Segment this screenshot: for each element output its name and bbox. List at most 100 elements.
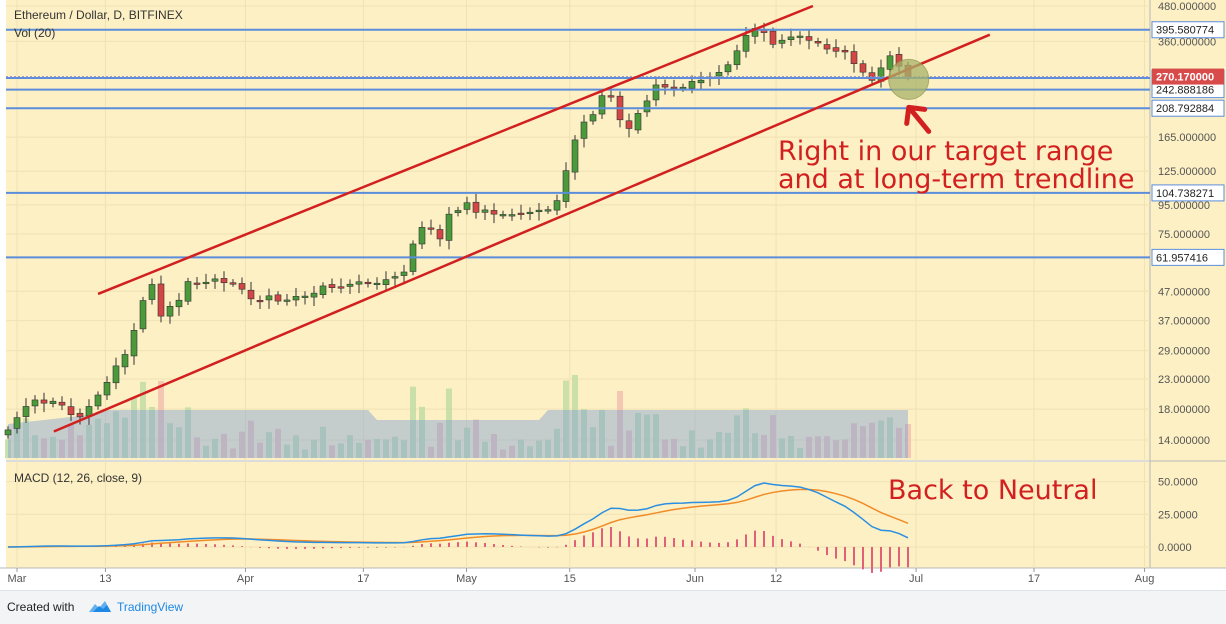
volume-moving-average	[8, 410, 908, 458]
volume-bar	[590, 427, 596, 458]
candle-body	[148, 284, 156, 300]
price-tick-label: 29.000000	[1158, 346, 1210, 358]
volume-bar	[743, 408, 749, 458]
level-label-box	[1151, 21, 1225, 39]
candle-body	[13, 417, 21, 429]
candle-body	[697, 79, 705, 84]
annotation-macd-note: Back to Neutral	[888, 475, 1098, 506]
candle-body	[193, 282, 201, 285]
candle-body	[202, 281, 210, 285]
volume-bar	[446, 388, 452, 458]
volume-bar	[770, 415, 776, 458]
trendline	[97, 4, 814, 296]
volume-bar	[266, 432, 272, 458]
volume-bar	[32, 435, 38, 458]
candle-body	[769, 30, 777, 45]
volume-bar	[707, 439, 713, 458]
candle-body	[589, 114, 597, 122]
candle-body	[742, 35, 750, 52]
volume-bar	[14, 419, 20, 458]
macd-tick-label: 25.0000	[1158, 509, 1198, 521]
volume-bar	[176, 427, 182, 458]
volume-bar	[572, 374, 578, 458]
volume-bar	[401, 440, 407, 458]
footer-bar: Created with TradingView	[0, 590, 1226, 624]
candle-body	[67, 406, 75, 416]
volume-bar	[653, 414, 659, 458]
candle-body	[166, 305, 174, 317]
candle-body	[58, 401, 66, 406]
volume-bar	[527, 446, 533, 458]
volume-bar	[419, 406, 425, 458]
trendline	[53, 33, 991, 433]
candle-body	[247, 289, 255, 300]
volume-bar	[896, 427, 902, 458]
price-tick-label: 18.000000	[1158, 404, 1210, 416]
level-label-box	[1151, 184, 1225, 202]
tradingview-logo-icon	[88, 599, 112, 620]
candle-body	[481, 209, 489, 213]
volume-bar	[905, 424, 911, 458]
volume-bar	[626, 430, 632, 458]
candle-body	[22, 406, 30, 417]
volume-bar	[275, 428, 281, 458]
time-tick-label: Jun	[686, 573, 704, 585]
candle-body	[832, 47, 840, 52]
volume-bar	[500, 449, 506, 458]
macd-label: MACD (12, 26, close, 9)	[14, 471, 143, 485]
volume-bar	[680, 446, 686, 458]
volume-bar	[41, 438, 47, 458]
volume-bar	[608, 445, 614, 458]
created-with-label: Created with	[7, 600, 75, 614]
volume-bar	[644, 414, 650, 458]
volume-bar	[806, 436, 812, 458]
candle-body	[445, 213, 453, 241]
level-label: 208.792884	[1156, 103, 1214, 115]
volume-bar	[815, 436, 821, 458]
candle-body	[652, 84, 660, 101]
volume-bar	[194, 437, 200, 458]
candle-body	[112, 365, 120, 384]
level-label: 395.580774	[1156, 25, 1214, 37]
tradingview-link[interactable]: TradingView	[117, 600, 184, 614]
candle-body	[805, 36, 813, 41]
candle-body	[364, 281, 372, 285]
candle-body	[454, 210, 462, 213]
volume-bar	[131, 397, 137, 458]
candle-body	[508, 214, 516, 217]
annotation-line-2: and at long-term trendline	[778, 164, 1135, 195]
price-tick-label: 165.000000	[1158, 132, 1216, 144]
time-axis-panel	[0, 568, 1226, 590]
last-price-badge	[1152, 68, 1224, 85]
volume-bar	[887, 417, 893, 458]
candle-body	[463, 202, 471, 210]
volume-bar	[5, 439, 11, 458]
candle-body	[328, 284, 336, 288]
volume-bar	[212, 438, 218, 458]
volume-bar	[50, 436, 56, 458]
arrow-shaft	[908, 106, 932, 134]
candle-body	[724, 64, 732, 73]
volume-bar	[428, 446, 434, 458]
candle-body	[886, 55, 894, 70]
candle-body	[130, 330, 138, 357]
price-chart[interactable]: 14.000000 18.000000 23.000000 29.000000 37.0…	[0, 0, 1226, 590]
macd-tick-label: 50.0000	[1158, 477, 1198, 489]
level-label-box	[1151, 99, 1225, 117]
volume-bar	[788, 436, 794, 458]
volume-bar	[374, 438, 380, 458]
volume-bar	[311, 439, 317, 458]
candle-body	[427, 227, 435, 230]
candle-body	[823, 44, 831, 50]
candle-body	[319, 285, 327, 295]
volume-bar	[698, 447, 704, 458]
volume-bar	[536, 440, 542, 458]
volume-bar	[230, 448, 236, 458]
candle-body	[778, 39, 786, 44]
candle-body	[859, 63, 867, 73]
last-price-label: 270.170000	[1156, 72, 1214, 84]
volume-bar	[869, 422, 875, 458]
volume-bar	[248, 420, 254, 458]
candle-body	[346, 283, 354, 287]
